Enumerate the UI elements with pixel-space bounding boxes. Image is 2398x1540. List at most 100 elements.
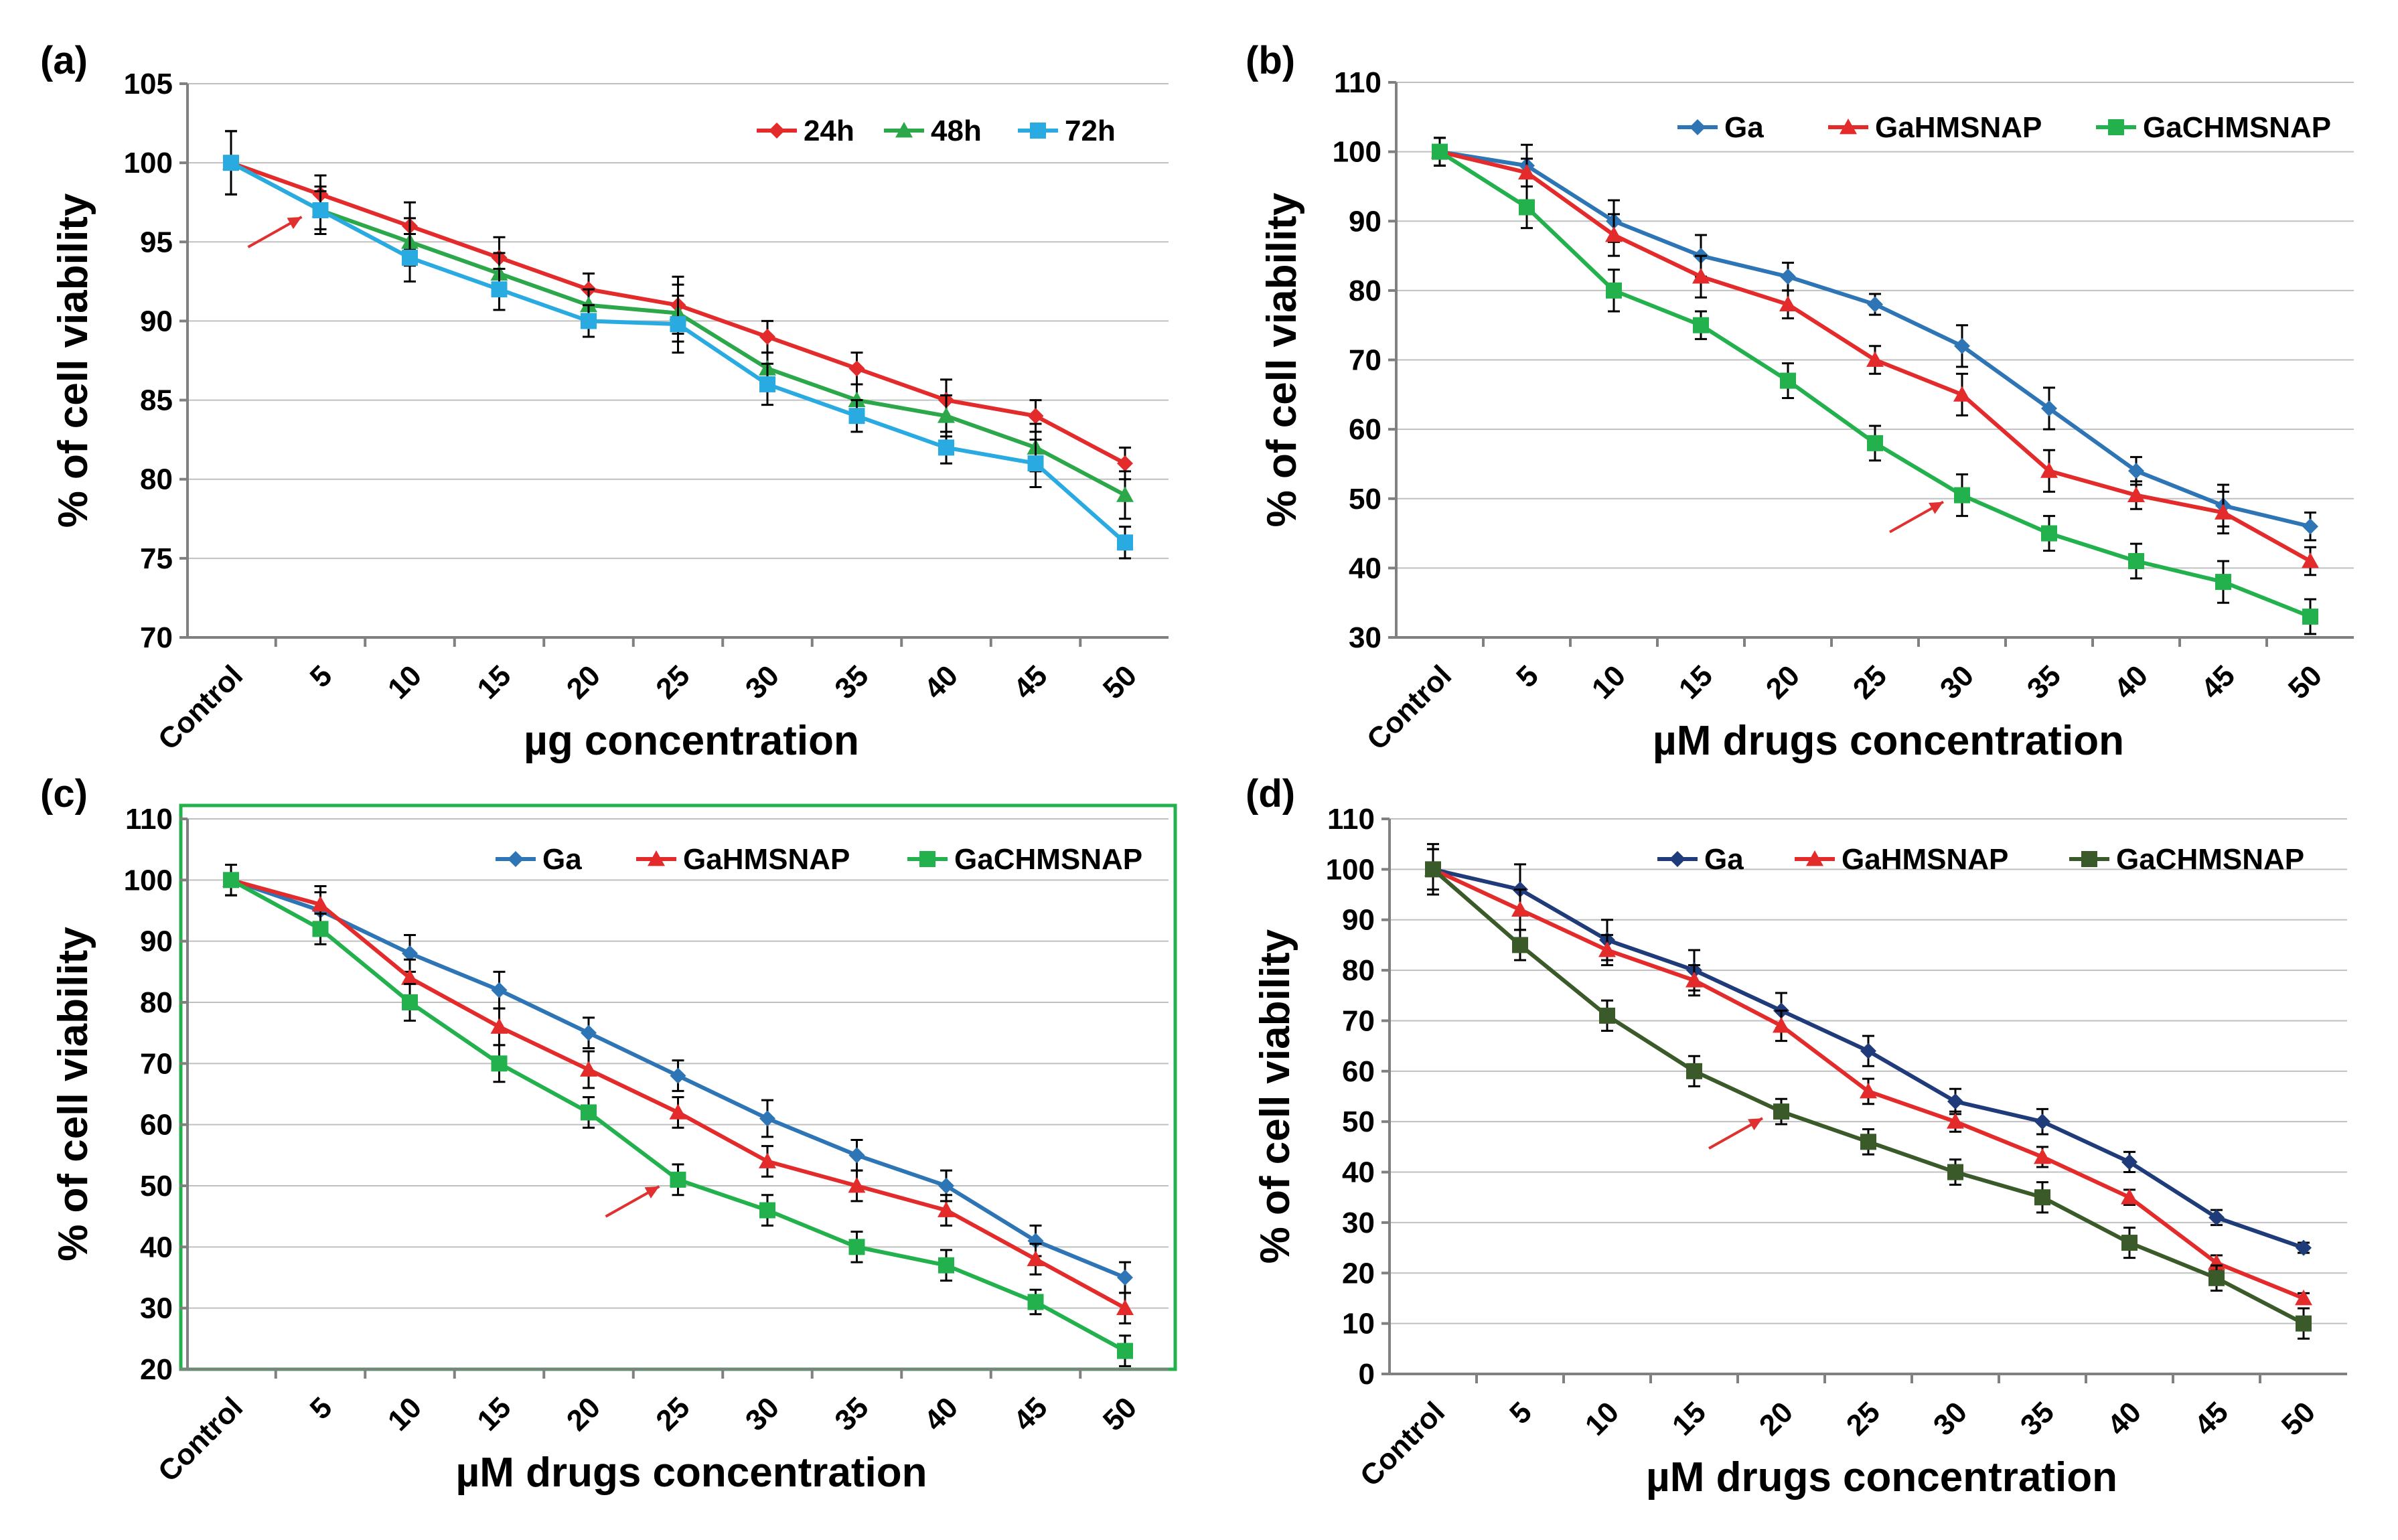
series-GaCHMSNAP <box>1425 843 2312 1340</box>
legend-marker-GaCHMSNAP <box>919 851 935 867</box>
data-point-GaCHMSNAP <box>1519 199 1535 216</box>
legend-label: Ga <box>1724 111 1764 144</box>
y-tick-label: 110 <box>1334 66 1381 99</box>
series-GaHMSNAP <box>1424 848 2312 1306</box>
data-point-GaCHMSNAP <box>1860 1134 1876 1150</box>
data-point-GaHMSNAP <box>401 969 419 985</box>
x-axis-title: µM drugs concentration <box>1646 1454 2117 1500</box>
x-tick-label: 45 <box>1007 1391 1053 1437</box>
y-tick-label: 90 <box>1349 205 1381 238</box>
data-point-72h <box>938 439 954 456</box>
data-point-GaCHMSNAP <box>759 1202 775 1219</box>
data-point-72h <box>223 155 239 171</box>
data-point-Ga <box>1947 1093 1963 1110</box>
data-point-Ga <box>1867 296 1883 313</box>
arrow-head <box>1929 502 1943 514</box>
x-tick-label: 35 <box>828 659 875 705</box>
y-tick-label: 70 <box>1342 1004 1375 1037</box>
y-tick-label: 100 <box>124 864 173 897</box>
y-tick-label: 110 <box>1327 803 1375 836</box>
y-tick-label: 100 <box>1326 853 1375 886</box>
x-tick-label: 40 <box>918 1391 964 1437</box>
y-axis-title: % of cell viability <box>1259 192 1305 527</box>
x-tick-label: 20 <box>560 659 607 705</box>
y-tick-label: 30 <box>140 1292 173 1325</box>
data-point-GaCHMSNAP <box>312 921 329 937</box>
legend-label: GaCHMSNAP <box>2116 843 2304 876</box>
data-point-GaCHMSNAP <box>1432 143 1448 160</box>
data-point-Ga <box>2302 518 2318 535</box>
legend-label: Ga <box>1704 843 1744 876</box>
y-tick-label: 70 <box>140 1047 173 1080</box>
data-point-72h <box>670 316 686 333</box>
data-point-GaCHMSNAP <box>2302 608 2318 625</box>
legend-marker-72h <box>1030 123 1046 139</box>
data-point-GaCHMSNAP <box>402 994 418 1010</box>
data-point-GaHMSNAP <box>1692 268 1710 284</box>
legend-label: GaHMSNAP <box>683 843 850 876</box>
y-tick-label: 50 <box>1342 1105 1375 1138</box>
x-tick-label: 5 <box>1510 659 1545 694</box>
x-tick-label: 50 <box>1097 659 1143 705</box>
data-point-GaCHMSNAP <box>1947 1164 1963 1180</box>
panel-label: (b) <box>1246 39 1295 82</box>
data-point-GaHMSNAP <box>1947 1113 1964 1129</box>
x-tick-label: 35 <box>2014 1395 2060 1442</box>
x-tick-label: 10 <box>1586 659 1632 705</box>
x-tick-label: 30 <box>1927 1395 1973 1442</box>
data-point-GaHMSNAP <box>1685 972 1703 988</box>
x-tick-label: Control <box>1354 1395 1451 1492</box>
x-axis-title: µM drugs concentration <box>1653 718 2124 764</box>
data-point-72h <box>312 202 329 219</box>
x-tick-label: 15 <box>471 1391 517 1437</box>
data-point-GaCHMSNAP <box>491 1055 508 1072</box>
data-point-Ga <box>938 1178 954 1194</box>
y-tick-label: 60 <box>140 1109 173 1142</box>
y-tick-label: 110 <box>125 803 173 836</box>
y-tick-label: 0 <box>1359 1358 1375 1391</box>
data-point-GaHMSNAP <box>580 1061 597 1077</box>
x-tick-label: 40 <box>918 659 964 705</box>
legend-marker-GaHMSNAP <box>1840 119 1857 135</box>
series-GaHMSNAP <box>1431 137 2319 576</box>
data-point-GaCHMSNAP <box>1027 1294 1044 1310</box>
x-tick-label: 45 <box>2188 1395 2235 1442</box>
data-point-GaCHMSNAP <box>1606 282 1622 299</box>
series-GaCHMSNAP <box>1432 137 2318 635</box>
y-tick-label: 20 <box>1342 1257 1375 1290</box>
data-point-GaHMSNAP <box>1511 901 1529 917</box>
data-point-Ga <box>581 1024 597 1041</box>
data-point-GaCHMSNAP <box>2208 1269 2225 1286</box>
data-point-GaCHMSNAP <box>1693 317 1709 333</box>
x-tick-label: 5 <box>304 659 339 694</box>
y-tick-label: 10 <box>1342 1308 1375 1340</box>
data-point-GaCHMSNAP <box>1780 372 1796 389</box>
data-point-Ga <box>491 982 508 998</box>
data-point-GaCHMSNAP <box>223 872 239 889</box>
legend-label: 72h <box>1065 114 1116 147</box>
data-point-GaHMSNAP <box>1518 163 1535 180</box>
data-point-Ga <box>2208 1209 2225 1226</box>
data-point-Ga <box>1117 1269 1133 1286</box>
x-tick-label: 40 <box>2101 1395 2148 1442</box>
x-tick-label: 20 <box>1760 659 1806 705</box>
data-point-48h <box>1116 486 1134 502</box>
data-point-GaHMSNAP <box>938 1201 955 1217</box>
data-point-48h <box>938 407 955 423</box>
data-point-GaCHMSNAP <box>1512 937 1528 953</box>
chart-panel-d: 0 10 20 30 40 50 60 70 80 90 100 110 Control 5 10 15 20 2… <box>1246 772 2347 1500</box>
legend-label: GaHMSNAP <box>1842 843 2008 876</box>
y-tick-label: 75 <box>140 542 173 575</box>
data-point-72h <box>491 281 508 298</box>
legend-marker-Ga <box>1669 851 1685 867</box>
legend-marker-48h <box>895 122 913 138</box>
data-point-Ga <box>670 1067 686 1084</box>
x-tick-label: Control <box>152 659 249 756</box>
data-point-GaHMSNAP <box>1953 386 1971 402</box>
data-point-GaCHMSNAP <box>2121 1235 2138 1251</box>
legend-marker-Ga <box>508 851 524 867</box>
data-point-GaCHMSNAP <box>2128 553 2144 570</box>
data-point-GaHMSNAP <box>2040 462 2058 478</box>
legend-label: GaCHMSNAP <box>954 843 1142 876</box>
